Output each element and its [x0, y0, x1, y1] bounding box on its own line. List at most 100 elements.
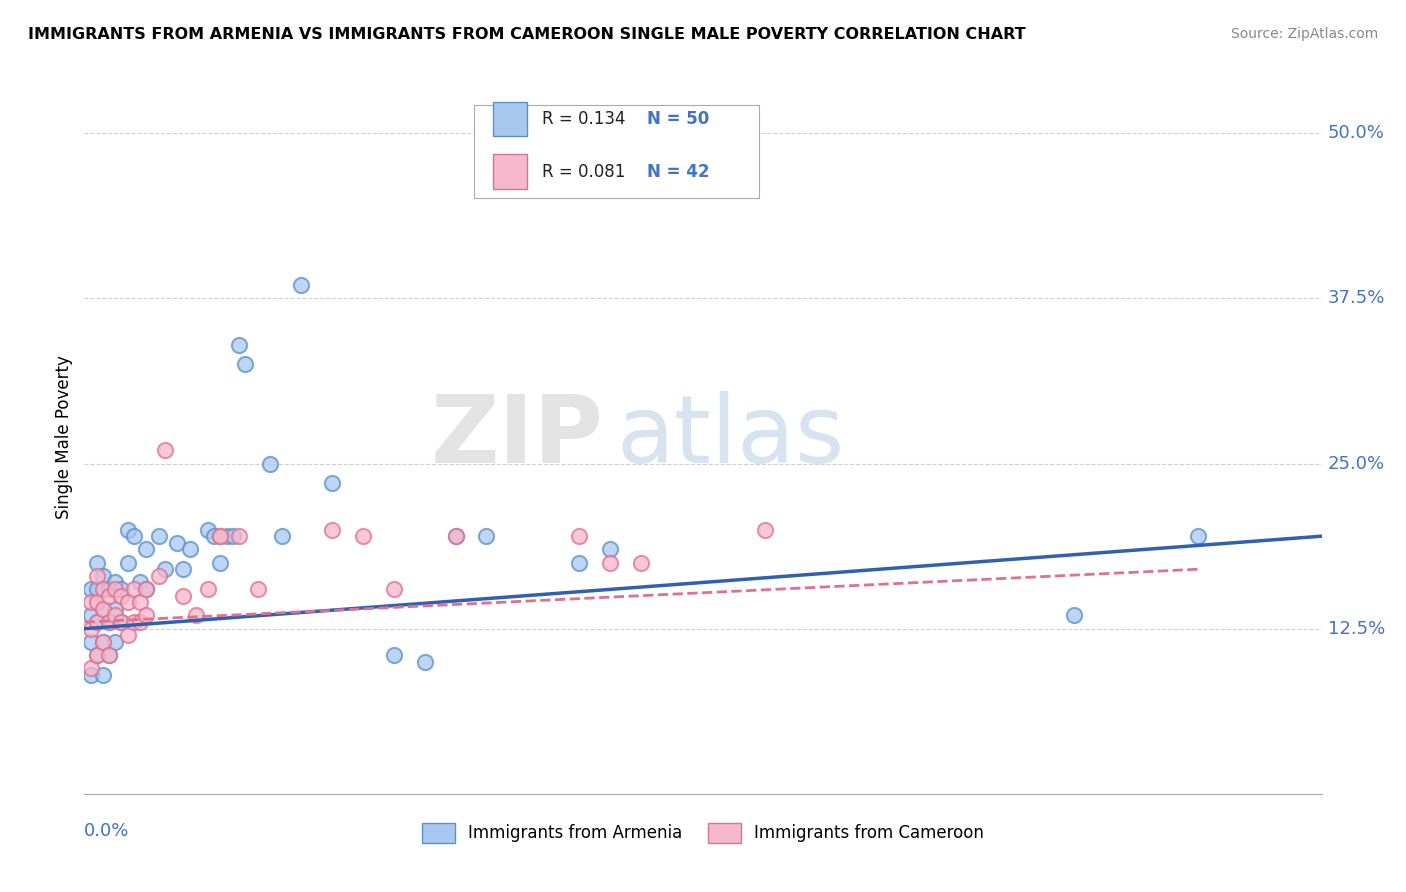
Point [98, 589, 121, 603]
Point [98, 615, 121, 629]
Point [568, 529, 591, 543]
Point [98, 648, 121, 662]
Point [117, 595, 139, 609]
Point [91, 602, 114, 616]
Point [148, 529, 170, 543]
Text: 25.0%: 25.0% [1327, 455, 1385, 473]
Point [246, 582, 269, 596]
Point [259, 457, 281, 471]
Point [184, 608, 207, 623]
Point [209, 529, 232, 543]
Point [91, 635, 114, 649]
Text: N = 42: N = 42 [647, 162, 710, 180]
Point [79, 595, 101, 609]
Point [215, 529, 238, 543]
Point [209, 556, 232, 570]
Point [630, 556, 652, 570]
Point [568, 556, 591, 570]
Point [172, 562, 194, 576]
Point [135, 582, 157, 596]
Point [98, 615, 121, 629]
Point [228, 529, 250, 543]
FancyBboxPatch shape [492, 102, 527, 136]
Point [79, 635, 101, 649]
Point [599, 556, 621, 570]
Point [135, 542, 157, 557]
Point [104, 635, 127, 649]
Point [86, 648, 108, 662]
Point [98, 582, 121, 596]
Point [91, 602, 114, 616]
Text: 12.5%: 12.5% [1327, 620, 1385, 638]
Point [91, 582, 114, 596]
Point [104, 602, 127, 616]
Text: 0.0%: 0.0% [84, 822, 129, 840]
Point [86, 556, 108, 570]
Point [444, 529, 467, 543]
Point [79, 668, 101, 682]
Point [599, 542, 621, 557]
Point [444, 529, 467, 543]
Point [321, 476, 343, 491]
Point [1187, 529, 1209, 543]
Point [110, 582, 132, 596]
Point [122, 529, 145, 543]
Point [271, 529, 294, 543]
Point [91, 635, 114, 649]
Point [104, 582, 127, 596]
FancyBboxPatch shape [492, 154, 527, 189]
Point [110, 589, 132, 603]
Point [197, 523, 219, 537]
Point [290, 278, 312, 293]
Point [117, 523, 139, 537]
Point [122, 615, 145, 629]
Point [129, 575, 152, 590]
Point [79, 622, 101, 636]
Point [104, 608, 127, 623]
Point [91, 569, 114, 583]
Text: R = 0.134: R = 0.134 [543, 110, 626, 128]
Text: IMMIGRANTS FROM ARMENIA VS IMMIGRANTS FROM CAMEROON SINGLE MALE POVERTY CORRELAT: IMMIGRANTS FROM ARMENIA VS IMMIGRANTS FR… [28, 27, 1026, 42]
Point [228, 337, 250, 351]
Point [86, 615, 108, 629]
Point [148, 569, 170, 583]
Point [754, 523, 776, 537]
Point [197, 582, 219, 596]
Point [233, 358, 256, 372]
Point [86, 595, 108, 609]
Text: R = 0.081: R = 0.081 [543, 162, 626, 180]
Point [475, 529, 498, 543]
Point [382, 582, 405, 596]
Point [117, 628, 139, 642]
Point [79, 608, 101, 623]
Point [86, 582, 108, 596]
Point [222, 529, 245, 543]
Point [98, 648, 121, 662]
Point [86, 569, 108, 583]
Point [209, 529, 232, 543]
Point [104, 575, 127, 590]
Point [202, 529, 225, 543]
Point [110, 615, 132, 629]
Text: 50.0%: 50.0% [1327, 124, 1385, 142]
Point [321, 523, 343, 537]
Point [110, 615, 132, 629]
Point [86, 615, 108, 629]
Point [86, 648, 108, 662]
Point [1063, 608, 1085, 623]
Point [172, 589, 194, 603]
Y-axis label: Single Male Poverty: Single Male Poverty [55, 355, 73, 519]
Legend: Immigrants from Armenia, Immigrants from Cameroon: Immigrants from Armenia, Immigrants from… [415, 816, 991, 850]
Text: ZIP: ZIP [432, 391, 605, 483]
Point [153, 562, 176, 576]
Text: 37.5%: 37.5% [1327, 289, 1385, 308]
Point [166, 536, 188, 550]
Point [179, 542, 201, 557]
Point [352, 529, 374, 543]
Point [91, 668, 114, 682]
Point [122, 582, 145, 596]
Point [135, 608, 157, 623]
Point [382, 648, 405, 662]
Point [129, 615, 152, 629]
Point [117, 556, 139, 570]
